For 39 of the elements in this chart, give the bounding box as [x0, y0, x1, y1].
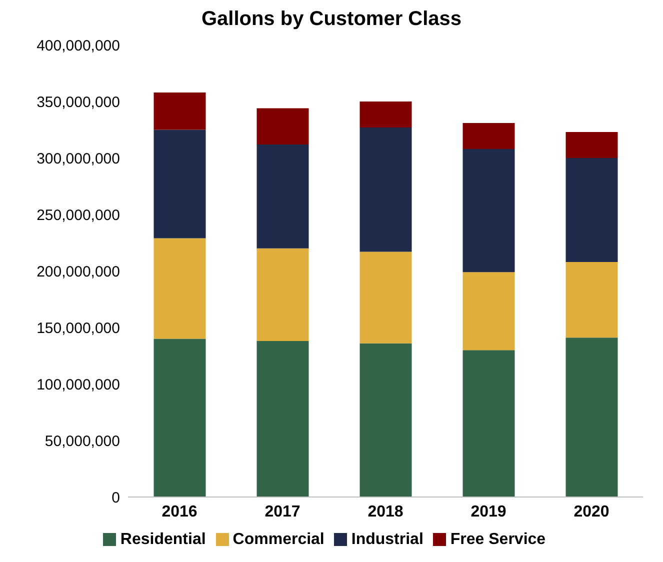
bar: [462, 122, 515, 149]
legend-label: Industrial: [351, 531, 424, 548]
chart-title: Gallons by Customer Class: [200, 8, 463, 31]
x-tick-label: 2017: [264, 503, 300, 520]
bar: [154, 130, 206, 238]
y-tick-label: 400,000,000: [36, 37, 120, 54]
bar: [462, 272, 515, 350]
bar: [256, 248, 309, 342]
y-tick-label: 0: [112, 489, 120, 506]
bar: [154, 92, 206, 130]
bar: [256, 341, 309, 497]
x-tick-label: 2019: [470, 503, 506, 520]
y-tick-label: 200,000,000: [36, 263, 120, 280]
x-tick-label: 2016: [162, 503, 198, 520]
bar: [256, 144, 309, 248]
bar: [360, 252, 412, 344]
legend-label: Residential: [120, 531, 206, 548]
bar: [566, 262, 618, 338]
x-tick-label: 2018: [368, 503, 404, 520]
y-tick-label: 350,000,000: [36, 94, 120, 111]
y-tick-label: 300,000,000: [36, 150, 120, 168]
bar: [360, 102, 412, 128]
y-tick-label: 250,000,000: [36, 206, 120, 224]
bar: [360, 127, 412, 252]
y-tick-label: 150,000,000: [36, 320, 120, 337]
bar: [154, 238, 206, 339]
bar: [462, 350, 515, 497]
bar: [256, 108, 309, 144]
bar: [360, 343, 412, 497]
bar: [566, 338, 618, 497]
x-tick-label: 2020: [574, 503, 610, 520]
y-tick-label: 50,000,000: [44, 432, 120, 450]
bar: [462, 148, 515, 272]
bar: [566, 132, 618, 158]
bar: [566, 158, 618, 262]
legend-label: Commercial: [232, 531, 324, 548]
y-tick-label: 100,000,000: [36, 376, 120, 394]
bar: [154, 338, 206, 497]
legend-label: Free Service: [450, 531, 546, 548]
